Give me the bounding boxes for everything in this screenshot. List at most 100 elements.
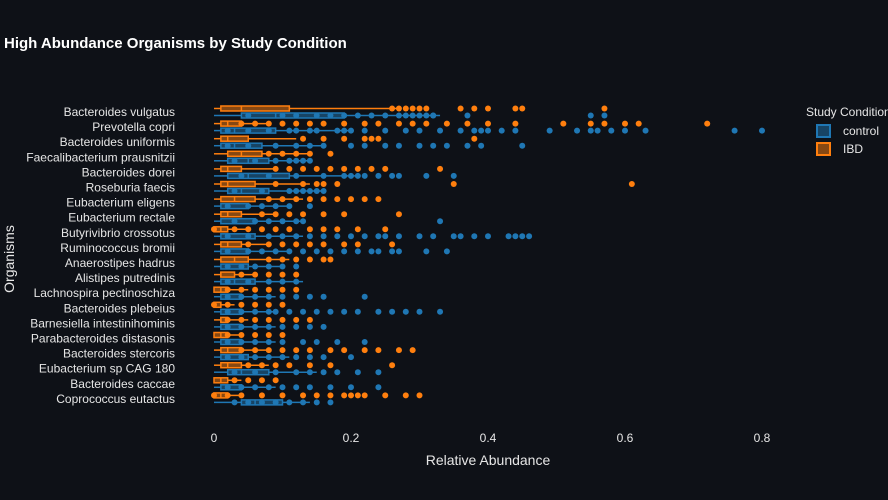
- data-point-control[interactable]: [265, 218, 272, 225]
- data-point-control[interactable]: [341, 308, 348, 315]
- data-point-control[interactable]: [471, 127, 478, 134]
- data-point-control[interactable]: [395, 112, 402, 119]
- data-point-control[interactable]: [478, 142, 485, 149]
- data-point-control[interactable]: [320, 323, 327, 330]
- data-point-control[interactable]: [430, 112, 437, 119]
- data-point-ibd[interactable]: [313, 165, 320, 172]
- data-point-control[interactable]: [286, 248, 293, 255]
- data-point-ibd[interactable]: [457, 105, 464, 112]
- data-point-control[interactable]: [224, 142, 231, 149]
- box-ibd[interactable]: [220, 271, 236, 278]
- data-point-control[interactable]: [485, 233, 491, 240]
- data-point-control[interactable]: [293, 142, 300, 149]
- data-point-ibd[interactable]: [361, 392, 368, 399]
- data-point-ibd[interactable]: [306, 120, 313, 127]
- data-point-control[interactable]: [608, 127, 615, 134]
- data-point-control[interactable]: [450, 233, 457, 240]
- box-ibd[interactable]: [220, 210, 243, 218]
- data-point-ibd[interactable]: [265, 316, 272, 323]
- data-point-control[interactable]: [265, 339, 272, 345]
- data-point-ibd[interactable]: [265, 196, 272, 203]
- data-point-control[interactable]: [341, 127, 348, 134]
- data-point-ibd[interactable]: [224, 301, 231, 308]
- data-point-ibd[interactable]: [306, 241, 313, 248]
- data-point-ibd[interactable]: [416, 105, 423, 112]
- data-point-ibd[interactable]: [279, 332, 286, 338]
- data-point-control[interactable]: [293, 127, 300, 134]
- data-point-ibd[interactable]: [279, 256, 286, 263]
- data-point-control[interactable]: [224, 323, 231, 330]
- data-point-control[interactable]: [238, 384, 245, 391]
- box-control[interactable]: [226, 172, 291, 180]
- data-point-control[interactable]: [320, 172, 327, 179]
- data-point-control[interactable]: [361, 142, 368, 149]
- data-point-ibd[interactable]: [293, 271, 300, 278]
- data-point-control[interactable]: [478, 127, 485, 134]
- data-point-control[interactable]: [382, 112, 389, 119]
- box-ibd[interactable]: [220, 120, 243, 127]
- data-point-control[interactable]: [224, 203, 231, 210]
- data-point-control[interactable]: [293, 172, 300, 179]
- data-point-ibd[interactable]: [334, 196, 341, 203]
- data-point-ibd[interactable]: [252, 301, 259, 308]
- data-point-control[interactable]: [348, 172, 354, 179]
- data-point-control[interactable]: [622, 127, 628, 134]
- data-point-control[interactable]: [306, 127, 313, 134]
- data-point-control[interactable]: [471, 233, 478, 240]
- box-control[interactable]: [220, 293, 243, 300]
- data-point-control[interactable]: [306, 188, 313, 194]
- data-point-ibd[interactable]: [279, 196, 286, 203]
- data-point-control[interactable]: [450, 172, 457, 179]
- data-point-control[interactable]: [231, 218, 238, 225]
- data-point-ibd[interactable]: [402, 105, 409, 112]
- data-point-ibd[interactable]: [375, 347, 382, 354]
- data-point-control[interactable]: [402, 112, 409, 119]
- data-point-ibd[interactable]: [286, 165, 293, 172]
- data-point-control[interactable]: [245, 248, 252, 255]
- data-point-ibd[interactable]: [258, 377, 265, 384]
- data-point-control[interactable]: [306, 323, 313, 330]
- data-point-control[interactable]: [327, 248, 334, 255]
- data-point-ibd[interactable]: [265, 347, 272, 354]
- data-point-control[interactable]: [402, 127, 409, 134]
- box-control[interactable]: [220, 233, 256, 240]
- data-point-ibd[interactable]: [286, 211, 293, 218]
- data-point-control[interactable]: [245, 203, 252, 210]
- data-point-ibd[interactable]: [293, 150, 300, 157]
- data-point-control[interactable]: [279, 384, 286, 391]
- data-point-ibd[interactable]: [224, 316, 231, 323]
- data-point-ibd[interactable]: [389, 105, 396, 112]
- data-point-control[interactable]: [286, 157, 293, 164]
- data-point-ibd[interactable]: [348, 196, 354, 203]
- data-point-ibd[interactable]: [265, 241, 272, 248]
- data-point-ibd[interactable]: [464, 120, 471, 127]
- data-point-control[interactable]: [512, 233, 519, 240]
- box-control[interactable]: [220, 323, 243, 331]
- data-point-ibd[interactable]: [231, 226, 238, 233]
- data-point-control[interactable]: [245, 399, 252, 406]
- data-point-control[interactable]: [238, 354, 245, 361]
- data-point-ibd[interactable]: [375, 196, 382, 203]
- data-point-ibd[interactable]: [258, 362, 265, 369]
- data-point-control[interactable]: [265, 263, 272, 270]
- data-point-ibd[interactable]: [272, 165, 279, 172]
- data-point-control[interactable]: [300, 339, 307, 345]
- box-control[interactable]: [226, 368, 270, 376]
- data-point-control[interactable]: [437, 127, 444, 134]
- data-point-control[interactable]: [430, 142, 437, 149]
- data-point-ibd[interactable]: [313, 181, 320, 187]
- data-point-control[interactable]: [252, 293, 259, 300]
- data-point-control[interactable]: [334, 127, 341, 134]
- data-point-ibd[interactable]: [238, 120, 245, 127]
- data-point-control[interactable]: [375, 172, 382, 179]
- data-point-control[interactable]: [272, 203, 279, 210]
- data-point-control[interactable]: [265, 233, 272, 240]
- data-point-control[interactable]: [389, 248, 396, 255]
- data-point-ibd[interactable]: [512, 120, 519, 127]
- data-point-control[interactable]: [252, 369, 259, 376]
- data-point-control[interactable]: [300, 188, 307, 194]
- data-point-ibd[interactable]: [402, 392, 409, 399]
- data-point-ibd[interactable]: [306, 316, 313, 323]
- data-point-ibd[interactable]: [512, 105, 519, 112]
- data-point-control[interactable]: [327, 399, 334, 406]
